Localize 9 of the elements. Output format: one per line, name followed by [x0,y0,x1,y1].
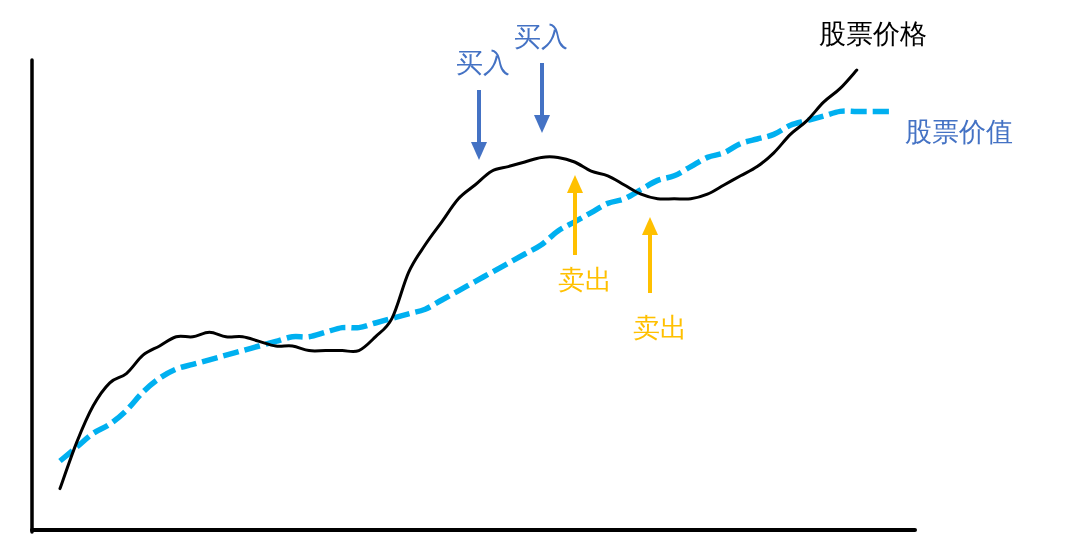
annotation: 卖出 [633,217,687,343]
annotation: 买入 [456,48,510,160]
annotation: 买入 [514,22,568,133]
series-label: 股票价格 [818,19,927,49]
annotation: 卖出 [558,265,612,295]
annotation: 买入 [456,48,510,78]
annotation: 卖出 [558,175,612,295]
series-label: 股票价值 [905,117,1013,148]
annotation: 卖出 [633,313,687,343]
